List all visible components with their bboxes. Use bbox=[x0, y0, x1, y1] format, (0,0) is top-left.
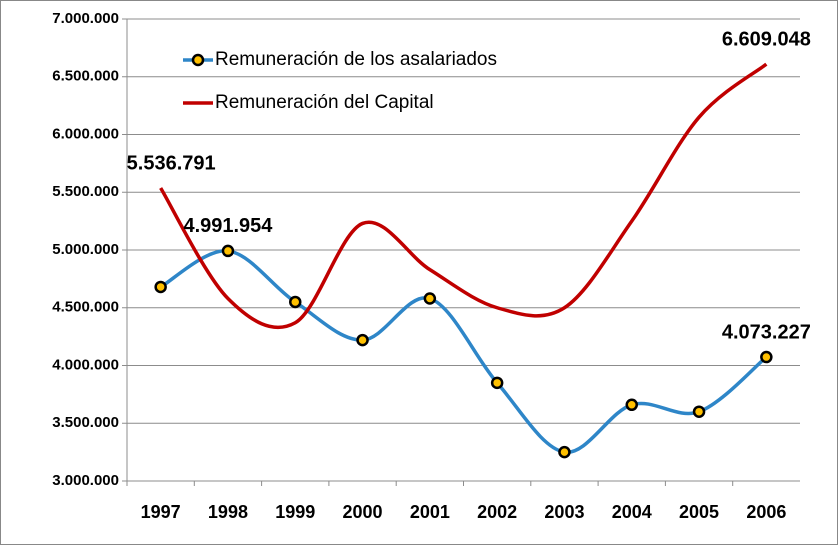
x-tick-label: 2006 bbox=[746, 502, 786, 522]
marker bbox=[558, 445, 571, 459]
legend-label: Remuneración del Capital bbox=[215, 92, 434, 113]
x-tick-label: 2001 bbox=[410, 502, 450, 522]
marker bbox=[423, 292, 437, 305]
marker bbox=[221, 244, 235, 258]
marker bbox=[625, 398, 638, 412]
marker bbox=[490, 376, 504, 390]
y-tick-label: 6.500.000 bbox=[52, 68, 119, 85]
y-tick-label: 5.500.000 bbox=[52, 183, 119, 200]
marker bbox=[154, 280, 167, 294]
x-tick-label: 1998 bbox=[208, 502, 248, 522]
data-label: 4.991.954 bbox=[183, 215, 273, 237]
y-tick-label: 3.500.000 bbox=[52, 414, 119, 431]
x-tick-label: 2000 bbox=[343, 502, 383, 522]
y-tick-label: 6.000.000 bbox=[52, 125, 119, 142]
x-tick-label: 1999 bbox=[275, 502, 315, 522]
data-label: 4.073.227 bbox=[722, 321, 811, 343]
x-tick-label: 2003 bbox=[544, 502, 584, 522]
legend-label: Remuneración de los asalariados bbox=[215, 49, 497, 70]
data-label: 5.536.791 bbox=[127, 152, 216, 174]
marker bbox=[289, 295, 302, 309]
x-tick-label: 2002 bbox=[477, 502, 517, 522]
series-line bbox=[159, 62, 768, 330]
y-tick-label: 5.000.000 bbox=[52, 241, 119, 258]
marker bbox=[692, 405, 706, 418]
legend-marker bbox=[191, 53, 205, 67]
y-tick-label: 7.000.000 bbox=[52, 10, 119, 27]
y-tick-label: 3.000.000 bbox=[52, 472, 119, 489]
x-tick-label: 2005 bbox=[679, 502, 719, 522]
x-tick-label: 1997 bbox=[141, 502, 181, 522]
series-line bbox=[159, 249, 768, 454]
x-tick-label: 2004 bbox=[612, 502, 652, 522]
marker bbox=[760, 350, 773, 364]
marker bbox=[356, 333, 369, 347]
y-tick-label: 4.500.000 bbox=[52, 299, 119, 316]
y-tick-label: 4.000.000 bbox=[52, 356, 119, 373]
data-label: 6.609.048 bbox=[722, 28, 811, 50]
